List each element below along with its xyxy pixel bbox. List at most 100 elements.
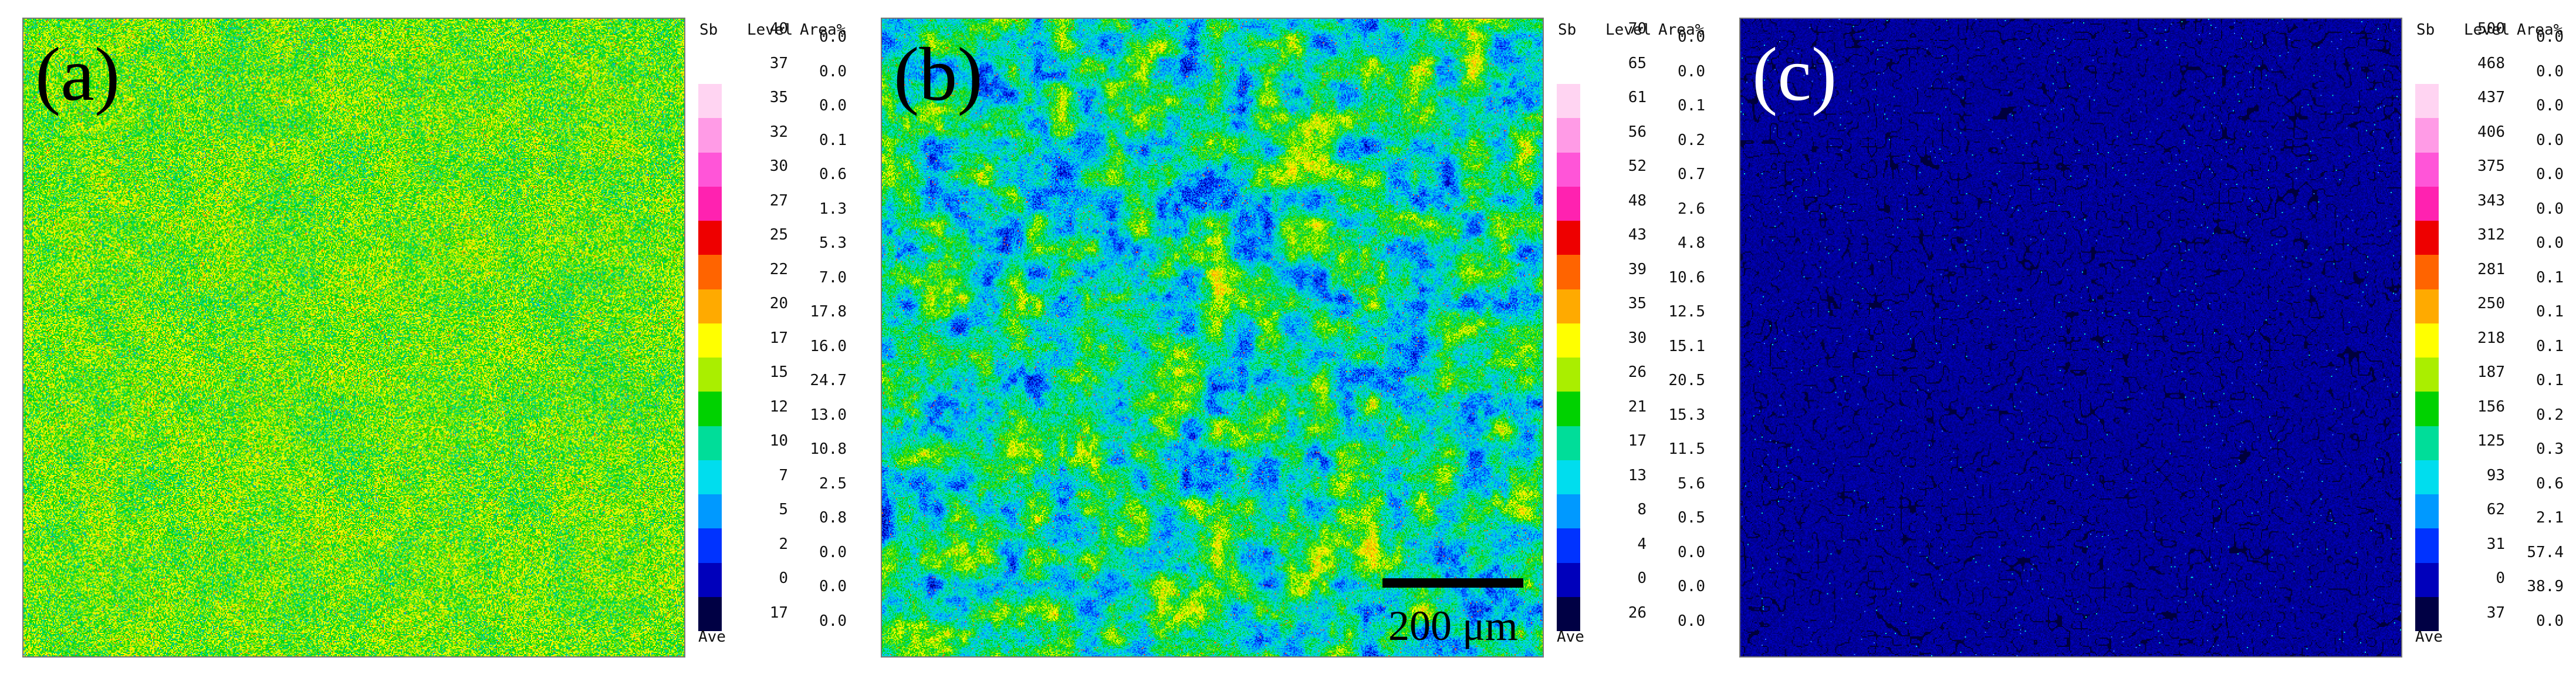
legend-area-value: 0.0 xyxy=(2536,131,2564,149)
legend-level-value: 65 xyxy=(1628,54,1647,72)
legend-level-value: 2 xyxy=(779,535,788,553)
ave-label: Ave xyxy=(1557,628,1584,646)
legend-area-header: Area% xyxy=(1658,21,1705,39)
legend-level-value: 500 xyxy=(2477,20,2505,38)
legend-area-value: 2.5 xyxy=(819,474,847,493)
legend-area-value: 0.1 xyxy=(2536,337,2564,355)
legend-level-value: 406 xyxy=(2477,123,2505,141)
legend-level-value: 32 xyxy=(769,123,788,141)
legend-level-value: 37 xyxy=(2486,604,2505,622)
legend-a: Sb Level Area% 40 0.0 37 0.0 35 0.0 32 0.1 30 0.6… xyxy=(685,18,858,658)
legend-level-value: 5 xyxy=(779,501,788,518)
legend-area-value: 0.0 xyxy=(1678,543,1705,561)
legend-level-value: 187 xyxy=(2477,363,2505,381)
legend-area-value: 0.3 xyxy=(2536,440,2564,458)
legend-level-value: 22 xyxy=(769,260,788,278)
legend-level-value: 93 xyxy=(2486,466,2505,484)
legend-level-value: 56 xyxy=(1628,123,1647,141)
legend-area-value: 0.1 xyxy=(2536,268,2564,286)
legend-level-value: 21 xyxy=(1628,397,1647,416)
legend-area-value: 0.0 xyxy=(819,62,847,80)
legend-level-header: Level xyxy=(1605,21,1652,39)
legend-area-value: 20.5 xyxy=(1668,372,1705,389)
legend-area-value: 1.3 xyxy=(819,200,847,218)
legend-level-value: 62 xyxy=(2486,501,2505,518)
legend-area-value: 0.0 xyxy=(819,28,847,46)
legend-level-value: 156 xyxy=(2477,397,2505,416)
legend-area-value: 17.8 xyxy=(810,303,847,321)
legend-area-value: 0.6 xyxy=(2536,474,2564,493)
legend-level-value: 17 xyxy=(769,604,788,622)
legend-level-value: 17 xyxy=(1628,432,1647,450)
legend-level-value: 17 xyxy=(769,329,788,347)
legend-level-value: 281 xyxy=(2477,260,2505,278)
legend-area-value: 0.0 xyxy=(819,97,847,114)
legend-level-value: 70 xyxy=(1628,20,1647,38)
legend-level-value: 12 xyxy=(769,397,788,416)
legend-area-value: 0.0 xyxy=(819,543,847,561)
legend-area-value: 13.0 xyxy=(810,406,847,424)
legend-area-value: 7.0 xyxy=(819,268,847,286)
panel-c: (c) Sb Level Area% 500 0.0 468 0.0 437 0.0 406… xyxy=(1717,0,2575,681)
legend-level-value: 125 xyxy=(2477,432,2505,450)
legend-area-value: 0.0 xyxy=(1678,612,1705,630)
legend-level-value: 312 xyxy=(2477,226,2505,244)
ave-label: Ave xyxy=(698,628,726,646)
legend-c: Sb Level Area% 500 0.0 468 0.0 437 0.0 406 0.0 3… xyxy=(2402,18,2575,658)
legend-level-value: 39 xyxy=(1628,260,1647,278)
legend-area-value: 0.2 xyxy=(2536,406,2564,424)
legend-area-value: 0.0 xyxy=(2536,200,2564,218)
legend-area-value: 0.8 xyxy=(819,509,847,527)
panel-a: (a) Sb Level Area% 40 0.0 37 0.0 35 0.0 32 0.1 3… xyxy=(0,0,858,681)
legend-area-value: 0.0 xyxy=(2536,166,2564,183)
legend-area-value: 0.1 xyxy=(2536,303,2564,321)
legend-area-value: 0.2 xyxy=(1678,131,1705,149)
color-scale-bar xyxy=(1557,50,1580,631)
ave-label: Ave xyxy=(2415,628,2443,646)
legend-level-value: 8 xyxy=(1637,501,1647,518)
legend-element-header: Sb xyxy=(699,21,718,39)
legend-area-value: 0.0 xyxy=(1678,62,1705,80)
legend-level-value: 26 xyxy=(1628,363,1647,381)
legend-level-value: 468 xyxy=(2477,54,2505,72)
legend-level-value: 48 xyxy=(1628,191,1647,210)
sb-map-b xyxy=(881,18,1544,658)
legend-level-value: 218 xyxy=(2477,329,2505,347)
legend-level-value: 31 xyxy=(2486,535,2505,553)
legend-level-value: 250 xyxy=(2477,295,2505,312)
legend-level-value: 30 xyxy=(1628,329,1647,347)
legend-element-header: Sb xyxy=(1558,21,1577,39)
panel-b: (b) 200 μm Sb Level Area% 70 0.0 65 0.0 61 0.… xyxy=(858,0,1717,681)
legend-level-value: 0 xyxy=(2496,569,2505,587)
legend-area-value: 0.0 xyxy=(1678,578,1705,595)
legend-area-value: 0.1 xyxy=(2536,372,2564,389)
legend-level-value: 40 xyxy=(769,20,788,38)
legend-area-value: 24.7 xyxy=(810,372,847,389)
legend-level-value: 0 xyxy=(1637,569,1647,587)
legend-level-value: 437 xyxy=(2477,89,2505,106)
legend-level-value: 27 xyxy=(769,191,788,210)
legend-level-header: Level xyxy=(747,21,793,39)
legend-area-value: 4.8 xyxy=(1678,234,1705,252)
legend-level-header: Level xyxy=(2464,21,2510,39)
legend-area-value: 38.9 xyxy=(2527,578,2564,595)
legend-level-value: 35 xyxy=(769,89,788,106)
legend-level-value: 26 xyxy=(1628,604,1647,622)
legend-level-value: 37 xyxy=(769,54,788,72)
legend-area-value: 5.3 xyxy=(819,234,847,252)
legend-level-value: 43 xyxy=(1628,226,1647,244)
color-scale-bar xyxy=(2415,50,2439,631)
legend-level-value: 61 xyxy=(1628,89,1647,106)
legend-level-value: 15 xyxy=(769,363,788,381)
legend-level-value: 343 xyxy=(2477,191,2505,210)
legend-area-value: 0.7 xyxy=(1678,166,1705,183)
sb-map-c xyxy=(1739,18,2402,658)
legend-area-value: 2.1 xyxy=(2536,509,2564,527)
legend-area-value: 0.1 xyxy=(819,131,847,149)
legend-area-header: Area% xyxy=(800,21,846,39)
legend-area-value: 0.0 xyxy=(819,578,847,595)
legend-level-value: 35 xyxy=(1628,295,1647,312)
legend-level-value: 375 xyxy=(2477,157,2505,175)
scale-bar xyxy=(1382,578,1523,588)
legend-area-value: 0.1 xyxy=(1678,97,1705,114)
